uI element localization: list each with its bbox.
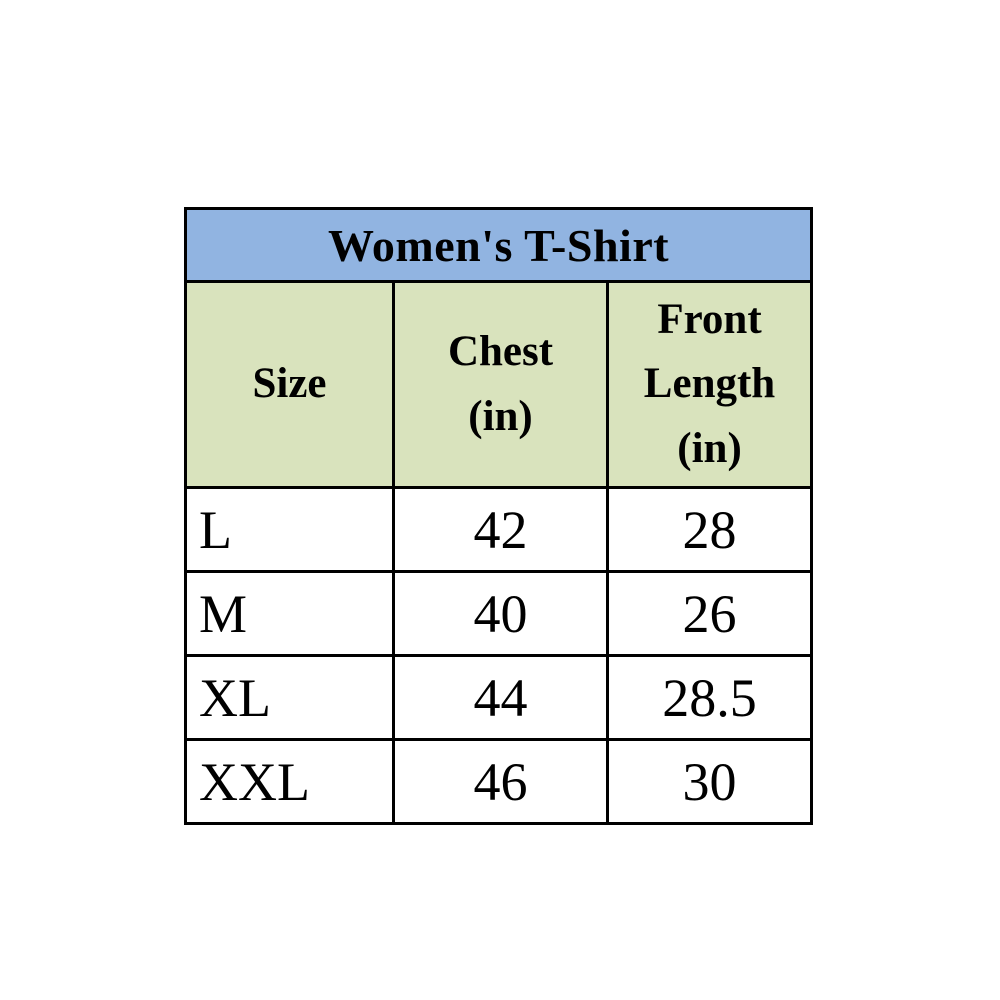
header-line: Size bbox=[252, 360, 327, 408]
chest-cell: 42 bbox=[392, 486, 609, 573]
size-chart-table: Women's T-Shirt Size Chest (in) Front Le… bbox=[183, 207, 814, 825]
chest-cell: 46 bbox=[392, 738, 609, 825]
front-length-cell: 26 bbox=[605, 570, 814, 657]
size-cell: XXL bbox=[184, 738, 395, 825]
table-row: XXL 46 30 bbox=[184, 738, 814, 825]
table-title: Women's T-Shirt bbox=[183, 207, 814, 283]
header-line: Chest bbox=[447, 328, 554, 375]
chest-cell: 40 bbox=[392, 570, 609, 657]
header-line: Length bbox=[643, 360, 776, 408]
size-cell: L bbox=[184, 486, 395, 573]
chest-cell: 44 bbox=[392, 654, 609, 741]
table-row: M 40 26 bbox=[184, 570, 814, 657]
table-row: L 42 28 bbox=[184, 486, 814, 573]
front-length-cell: 30 bbox=[605, 738, 814, 825]
front-length-cell: 28 bbox=[605, 486, 814, 573]
size-cell: M bbox=[184, 570, 395, 657]
front-length-cell: 28.5 bbox=[605, 654, 814, 741]
title-row: Women's T-Shirt bbox=[183, 207, 814, 283]
column-header-chest: Chest (in) bbox=[392, 280, 609, 489]
header-line: (in) bbox=[677, 424, 742, 472]
header-line: (in) bbox=[468, 392, 533, 440]
header-line: Front bbox=[657, 295, 762, 343]
column-header-row: Size Chest (in) Front Length (in) bbox=[184, 280, 814, 489]
table-row: XL 44 28.5 bbox=[184, 654, 814, 741]
size-cell: XL bbox=[184, 654, 395, 741]
column-header-front-length: Front Length (in) bbox=[605, 280, 814, 489]
column-header-size: Size bbox=[184, 280, 395, 489]
